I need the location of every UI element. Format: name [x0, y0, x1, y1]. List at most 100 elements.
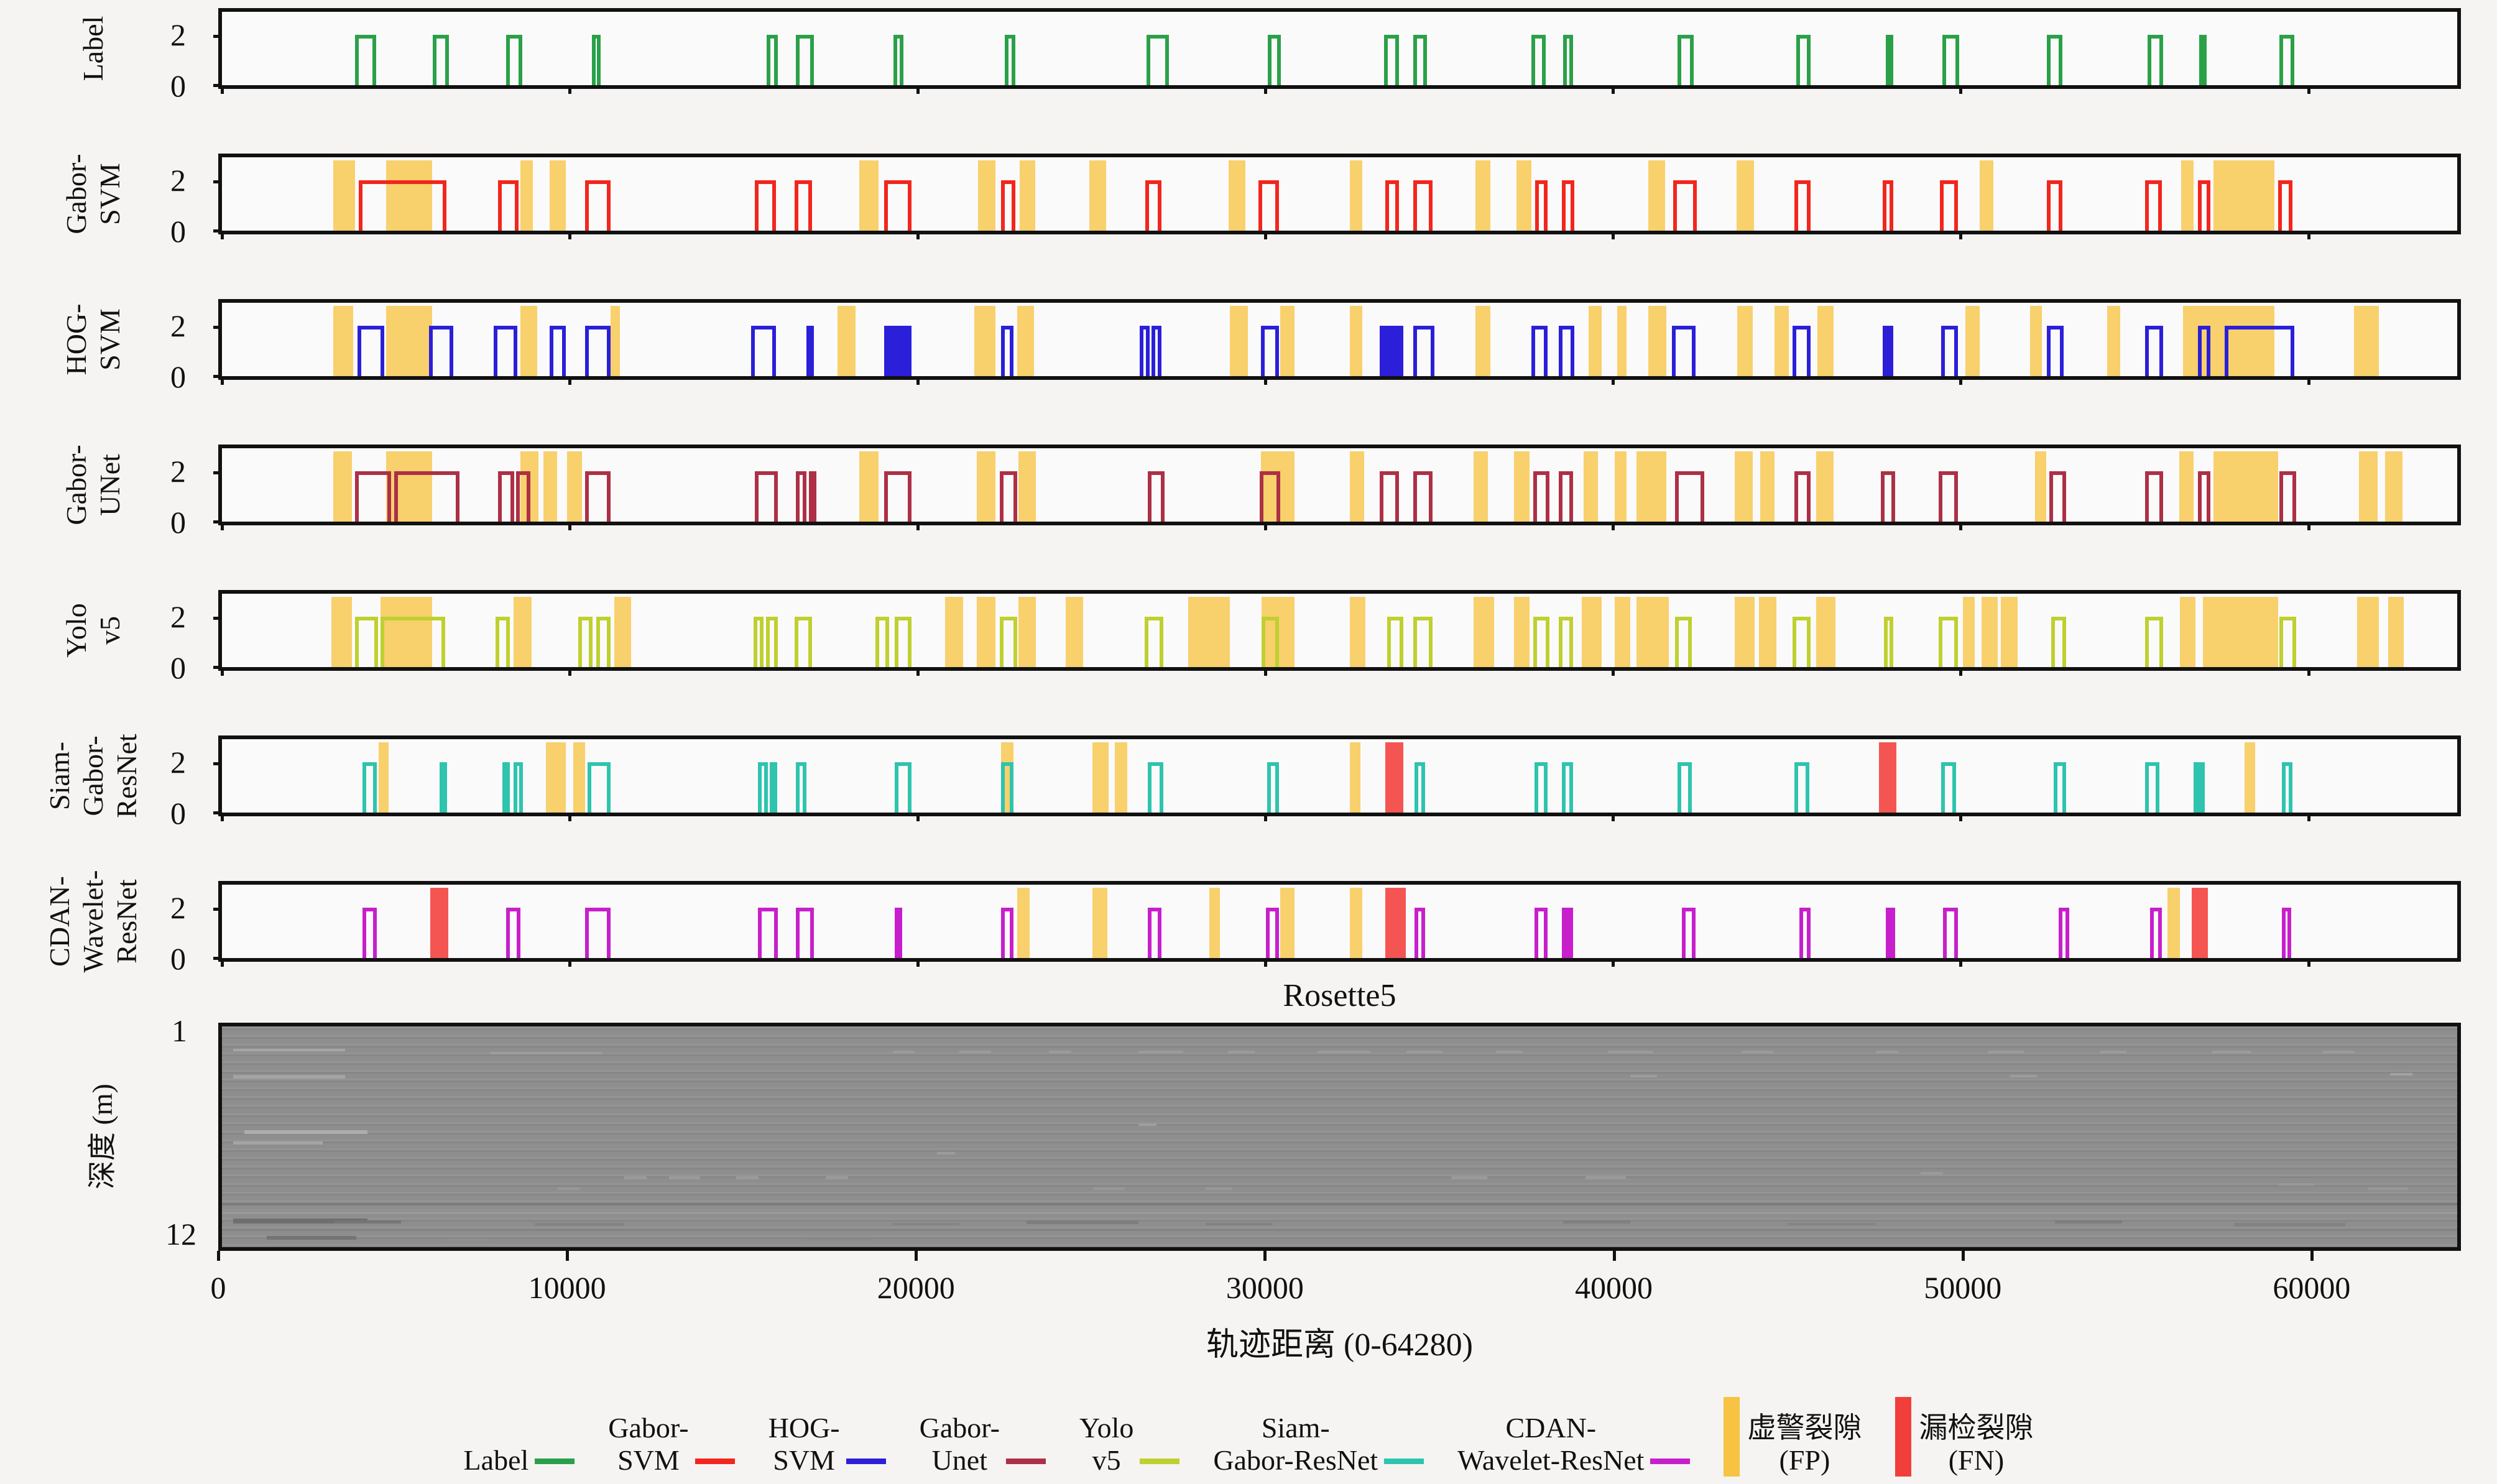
fp-bar: [331, 596, 352, 667]
strip-plot-hog-svm: [213, 299, 2461, 385]
pulse: [355, 34, 377, 85]
pulse: [1413, 471, 1433, 522]
image-streak: [333, 1220, 401, 1224]
pulse: [758, 762, 768, 813]
fp-bar: [1734, 596, 1755, 667]
fp-bar: [977, 160, 996, 231]
strip-label: Label 2 0: [0, 8, 2497, 103]
image-streak: [1630, 1075, 1657, 1078]
image-streak: [736, 1176, 759, 1179]
strip-plot-gabor-unet: [213, 445, 2461, 530]
fp-bar: [1092, 887, 1107, 958]
pulse: [1562, 34, 1573, 85]
x-tick-mark: [1959, 813, 1963, 821]
legend-label: Siam- Gabor-ResNet: [1213, 1412, 1378, 1476]
pulse: [1941, 762, 1956, 813]
pulse: [1792, 616, 1811, 667]
pulse: [2144, 471, 2163, 522]
image-streak: [2099, 1051, 2126, 1054]
pulse: [1268, 34, 1281, 85]
strip-ytick-0: 0: [170, 795, 186, 831]
legend-line-swatch: [846, 1459, 886, 1464]
strip-name-siam-gabor-resnet: Siam- Gabor- ResNet: [44, 734, 142, 818]
x-tick-mark: [1612, 522, 1615, 530]
pulse: [358, 180, 447, 231]
x-tick-mark: [221, 522, 224, 530]
image-streak: [803, 1238, 870, 1241]
fp-bar: [2213, 160, 2275, 231]
pulse: [1385, 180, 1399, 231]
pulse: [895, 616, 912, 667]
fp-bar: [333, 451, 352, 522]
fp-bar: [1017, 887, 1030, 958]
fp-bar: [1473, 451, 1489, 522]
pulse: [1387, 616, 1403, 667]
x-tick-mark: [1263, 813, 1267, 821]
pulse: [1796, 34, 1811, 85]
fp-bar: [379, 742, 389, 813]
pulse: [1262, 616, 1279, 667]
x-tick-mark: [1263, 522, 1267, 530]
fp-bar: [1736, 160, 1755, 231]
pulse: [2144, 180, 2162, 231]
x-tick-mark: [1263, 667, 1267, 676]
pulse: [1265, 907, 1279, 958]
image-streak: [1563, 1220, 1630, 1224]
image-streak: [1786, 1222, 1876, 1226]
image-streak: [1027, 1220, 1138, 1225]
legend-marker-fp: 虚警裂隙 (FP): [1724, 1397, 1862, 1477]
pulse: [1794, 180, 1811, 231]
image-streak: [2368, 1187, 2408, 1191]
pulse: [2144, 325, 2163, 376]
pulse: [2053, 762, 2066, 813]
pulse: [1000, 907, 1014, 958]
pulse: [506, 907, 521, 958]
pulse: [2147, 34, 2163, 85]
image-streak: [2390, 1072, 2413, 1076]
fp-bar: [1774, 305, 1789, 376]
pulse: [2046, 325, 2064, 376]
strip-label-area-gabor-unet: Gabor- UNet 2 0: [0, 445, 218, 539]
fn-bar: [430, 887, 448, 958]
pulse: [549, 325, 566, 376]
image-streak: [1094, 1187, 1125, 1191]
pulse: [806, 325, 814, 376]
image-streak: [2278, 1183, 2314, 1186]
pulse: [1005, 34, 1015, 85]
y-tick-mark: [213, 229, 222, 233]
fp-bar: [1228, 160, 1246, 231]
legend-label: HOG- SVM: [768, 1412, 840, 1476]
legend-label: Label: [463, 1444, 529, 1476]
pulse: [429, 325, 454, 376]
x-tick-mark: [568, 522, 572, 530]
x-tick-label-10000: 10000: [528, 1270, 606, 1305]
strip-yolo-v5: Yolo v5 2 0: [0, 590, 2497, 685]
x-tick-mark: [1612, 958, 1615, 967]
fp-bar: [1979, 160, 1994, 231]
x-tick-mark: [568, 85, 572, 94]
legend-line-swatch: [695, 1459, 735, 1464]
fp-bar: [1473, 596, 1494, 667]
fp-bar: [2202, 596, 2278, 667]
fp-bar: [1734, 451, 1753, 522]
fp-bar: [514, 596, 532, 667]
pulse: [1943, 907, 1958, 958]
strip-ytick-2: 2: [170, 890, 186, 925]
depth-ylabel: 深度 (m): [86, 1084, 118, 1189]
pulse: [496, 616, 510, 667]
image-streak: [825, 1176, 848, 1179]
pulse: [1260, 325, 1279, 376]
pulse: [362, 762, 377, 813]
pulse: [1413, 325, 1435, 376]
x-tick-mark: [1959, 958, 1963, 967]
pulse: [357, 325, 384, 376]
image-streak: [1138, 1123, 1156, 1127]
image-streak: [2010, 1075, 2038, 1078]
legend-label: 漏检裂隙 (FN): [1919, 1412, 2034, 1476]
pulse: [2046, 180, 2063, 231]
pulse: [809, 471, 817, 522]
fn-bar: [2192, 887, 2208, 958]
image-streak: [2054, 1220, 2122, 1224]
pulse: [587, 762, 611, 813]
strip-plot-inner: [213, 303, 2457, 385]
